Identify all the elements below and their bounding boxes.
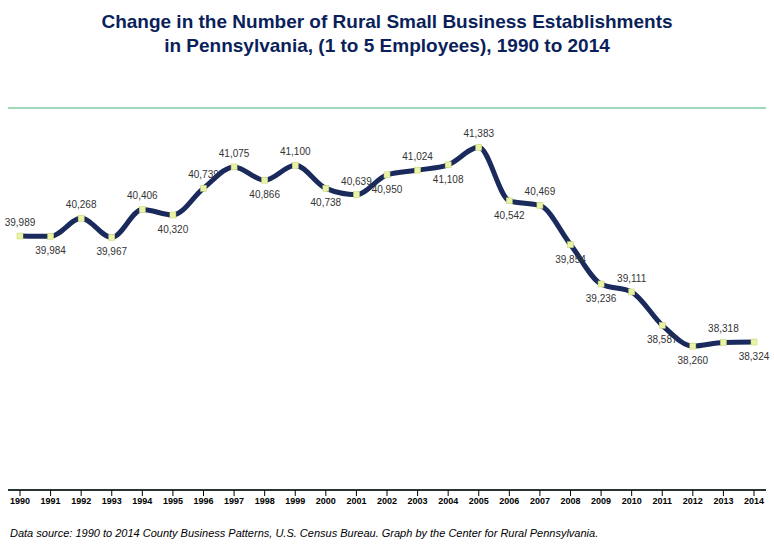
svg-text:40,406: 40,406 <box>127 190 158 201</box>
svg-text:41,024: 41,024 <box>402 151 433 162</box>
svg-text:39,989: 39,989 <box>8 217 36 228</box>
svg-text:38,318: 38,318 <box>708 323 739 334</box>
svg-text:41,383: 41,383 <box>463 128 494 139</box>
svg-text:1995: 1995 <box>163 496 183 506</box>
svg-text:40,866: 40,866 <box>249 189 280 200</box>
svg-text:2006: 2006 <box>499 496 519 506</box>
svg-text:2000: 2000 <box>316 496 336 506</box>
svg-text:40,469: 40,469 <box>525 186 556 197</box>
svg-text:2010: 2010 <box>622 496 642 506</box>
svg-text:40,950: 40,950 <box>372 184 403 195</box>
html-text:Data source: 1990 to 2014 Coun: Data source: 1990 to 2014 County Busines… <box>10 527 599 539</box>
svg-text:2007: 2007 <box>530 496 550 506</box>
svg-text:1992: 1992 <box>71 496 91 506</box>
svg-text:40,268: 40,268 <box>66 199 97 210</box>
svg-text:2009: 2009 <box>591 496 611 506</box>
svg-text:40,320: 40,320 <box>158 224 189 235</box>
svg-text:1990: 1990 <box>10 496 30 506</box>
svg-text:38,260: 38,260 <box>678 355 709 366</box>
svg-text:1997: 1997 <box>224 496 244 506</box>
svg-text:41,108: 41,108 <box>433 174 464 185</box>
svg-text:40,738: 40,738 <box>311 197 342 208</box>
svg-text:39,854: 39,854 <box>555 254 586 265</box>
svg-text:1994: 1994 <box>132 496 152 506</box>
svg-text:38,324: 38,324 <box>739 351 766 362</box>
svg-text:2004: 2004 <box>438 496 458 506</box>
svg-text:39,111: 39,111 <box>617 273 647 284</box>
svg-text:2001: 2001 <box>346 496 366 506</box>
svg-text:2003: 2003 <box>408 496 428 506</box>
svg-text:39,984: 39,984 <box>35 245 66 256</box>
svg-text:2005: 2005 <box>469 496 489 506</box>
svg-text:41,100: 41,100 <box>280 146 311 157</box>
svg-text:41,075: 41,075 <box>219 148 250 159</box>
svg-text:2013: 2013 <box>713 496 733 506</box>
svg-text:2002: 2002 <box>377 496 397 506</box>
svg-text:38,587: 38,587 <box>647 334 678 345</box>
svg-text:1993: 1993 <box>102 496 122 506</box>
svg-text:40,639: 40,639 <box>341 176 372 187</box>
svg-text:2014: 2014 <box>744 496 764 506</box>
svg-text:2011: 2011 <box>652 496 672 506</box>
svg-text:40,739: 40,739 <box>188 169 219 180</box>
svg-text:2012: 2012 <box>683 496 703 506</box>
svg-text:1998: 1998 <box>255 496 275 506</box>
svg-text:39,236: 39,236 <box>586 293 617 304</box>
svg-text:1996: 1996 <box>193 496 213 506</box>
svg-text:1991: 1991 <box>41 496 61 506</box>
svg-text:40,542: 40,542 <box>494 210 525 221</box>
svg-text:1999: 1999 <box>285 496 305 506</box>
svg-text:2008: 2008 <box>560 496 580 506</box>
svg-text:39,967: 39,967 <box>96 246 127 257</box>
html-text:Change in the Number of Rural: Change in the Number of Rural Small Busi… <box>101 11 673 56</box>
